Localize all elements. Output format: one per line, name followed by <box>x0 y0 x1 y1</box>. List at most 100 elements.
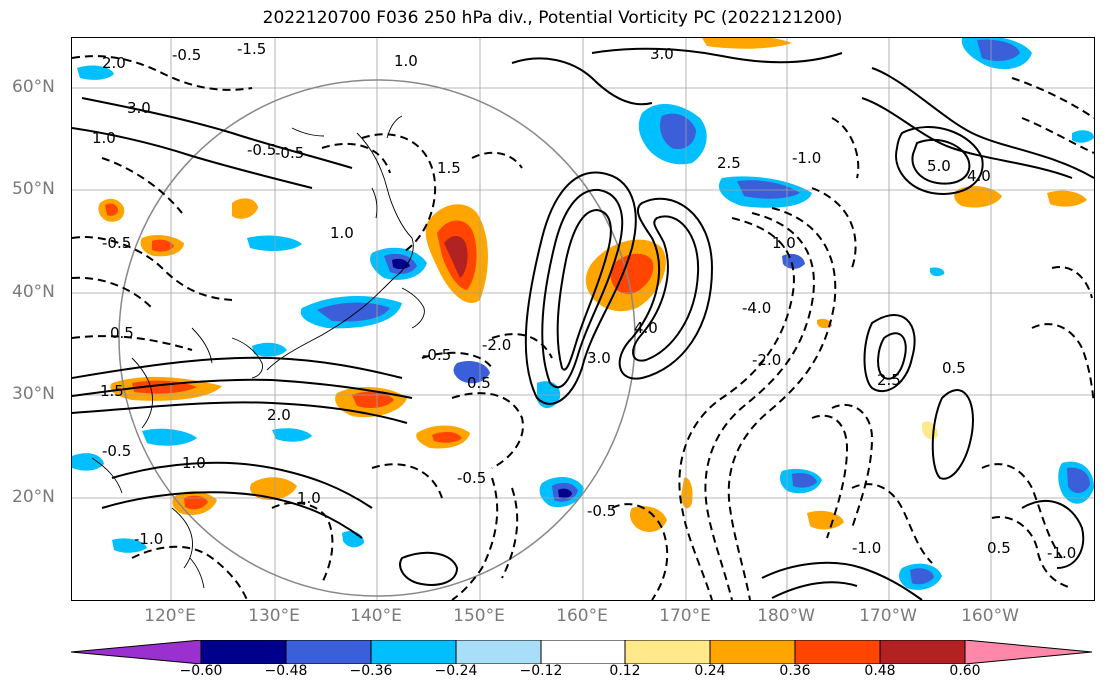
contour-label: 1.0 <box>92 129 116 147</box>
positive-div-patch <box>232 198 258 219</box>
contour-label: -0.5 <box>172 46 201 64</box>
contour-label: 2.5 <box>877 371 901 389</box>
colorbar-segment <box>455 640 542 664</box>
contour-label: -1.0 <box>1047 544 1076 562</box>
positive-div-patch <box>681 477 693 509</box>
negative-div-patch <box>72 453 104 471</box>
contour-label: 2.0 <box>267 406 291 424</box>
colorbar-segment <box>794 640 881 664</box>
contour-label: 3.0 <box>587 349 611 367</box>
contour-label: -2.0 <box>482 336 511 354</box>
negative-div-patch <box>737 180 800 199</box>
dashed-contours <box>72 55 1094 600</box>
colorbar-tick-label: 0.12 <box>609 663 641 679</box>
contour-label: 0.5 <box>987 539 1011 557</box>
graticule <box>72 38 1094 600</box>
positive-div-patch <box>444 235 468 278</box>
contour-label: -1.0 <box>134 530 163 548</box>
contour-label: 1.5 <box>100 382 124 400</box>
negative-div-patch <box>252 342 287 357</box>
negative-div-patch <box>977 39 1020 61</box>
contour-label: -4.0 <box>742 299 771 317</box>
positive-div-patch <box>105 203 118 216</box>
lon-label-140e: 140°E <box>350 606 402 626</box>
negative-div-patch <box>660 113 696 150</box>
negative-div-patch <box>77 65 114 80</box>
lat-label-60n: 60°N <box>12 77 55 97</box>
colorbar-segment <box>879 640 966 664</box>
lon-label-180w: 180°W <box>757 606 815 626</box>
contour-label: 0.5 <box>942 359 966 377</box>
contour-label: 4.0 <box>967 167 991 185</box>
colorbar-extend-low <box>71 640 202 664</box>
lon-label-160e: 160°E <box>556 606 608 626</box>
colorbar-segment <box>285 640 372 664</box>
colorbar-tick-label: −0.48 <box>264 663 308 679</box>
reference-circle <box>118 79 636 597</box>
lat-label-20n: 20°N <box>12 487 55 507</box>
contour-label: 1.5 <box>437 159 461 177</box>
colorbar-tick-label: 0.60 <box>949 663 981 679</box>
colorbar-tick-label: −0.12 <box>519 663 563 679</box>
negative-div-patch <box>342 531 364 548</box>
contour-labels: -1.5 2.0 -0.5 3.0 1.0 1.0 -0.5 1.5 1.0 -… <box>92 40 1076 562</box>
contour-label: 2.0 <box>102 54 126 72</box>
negative-div-patch <box>142 428 197 446</box>
map-canvas: -1.5 2.0 -0.5 3.0 1.0 1.0 -0.5 1.5 1.0 -… <box>72 38 1094 600</box>
lat-label-40n: 40°N <box>12 282 55 302</box>
colorbar-tick-label: 0.24 <box>694 663 726 679</box>
contour-label: -0.5 <box>102 234 131 252</box>
contour-label: -0.5 <box>422 346 451 364</box>
contour-label: 5.0 <box>927 157 951 175</box>
map-panel: -1.5 2.0 -0.5 3.0 1.0 1.0 -0.5 1.5 1.0 -… <box>71 37 1095 601</box>
contour-label: -1.0 <box>792 149 821 167</box>
contour-label: -0.5 <box>247 141 276 159</box>
colorbar-extend-high <box>964 640 1093 664</box>
positive-div-patch <box>1047 190 1087 207</box>
contour-label: -2.0 <box>752 351 781 369</box>
positive-div-patch <box>807 510 844 530</box>
lat-label-50n: 50°N <box>12 179 55 199</box>
positive-div-patch <box>152 239 174 252</box>
lon-label-170w: 170°W <box>859 606 917 626</box>
contour-label: 3.0 <box>650 45 674 63</box>
coastlines <box>91 115 425 589</box>
lon-label-150e: 150°E <box>453 606 505 626</box>
contour-label: 0.5 <box>110 324 134 342</box>
colorbar-segment <box>370 640 457 664</box>
lat-label-30n: 30°N <box>12 384 55 404</box>
colorbar-segment <box>709 640 796 664</box>
negative-div-patch <box>792 472 817 488</box>
contour-label: -1.5 <box>237 40 266 58</box>
positive-div-patch <box>432 431 462 443</box>
negative-div-patch <box>247 235 302 252</box>
contour-label: 2.5 <box>717 154 741 172</box>
positive-div-patch <box>610 253 654 295</box>
positive-div-patch <box>702 38 792 49</box>
negative-div-patch <box>558 488 572 499</box>
colorbar-segment <box>624 640 711 664</box>
positive-div-patch <box>954 186 1002 208</box>
solid-contours <box>72 47 1094 600</box>
negative-div-patch <box>910 568 934 585</box>
colorbar-segment <box>200 640 287 664</box>
contour-label: -0.5 <box>587 502 616 520</box>
positive-div-patch <box>184 495 208 510</box>
contour-label: 1.0 <box>394 52 418 70</box>
negative-div-patch <box>782 253 805 269</box>
contour-label: 0.5 <box>467 374 491 392</box>
contour-label: 1.0 <box>772 234 796 252</box>
negative-div-patch <box>1072 130 1094 143</box>
negative-div-patch <box>930 267 945 277</box>
negative-div-patch <box>1067 467 1090 493</box>
map-title: 2022120700 F036 250 hPa div., Potential … <box>262 8 843 28</box>
contour-label: -1.0 <box>852 539 881 557</box>
positive-div-patch <box>922 421 938 440</box>
positive-div-patch <box>629 506 667 532</box>
contour-label: 1.0 <box>182 454 206 472</box>
lon-label-170e: 170°E <box>659 606 711 626</box>
colorbar-tick-label: 0.48 <box>864 663 896 679</box>
colorbar-tick-label: −0.60 <box>179 663 223 679</box>
colorbar-tick-label: 0.36 <box>779 663 811 679</box>
negative-div-patch <box>317 302 390 322</box>
